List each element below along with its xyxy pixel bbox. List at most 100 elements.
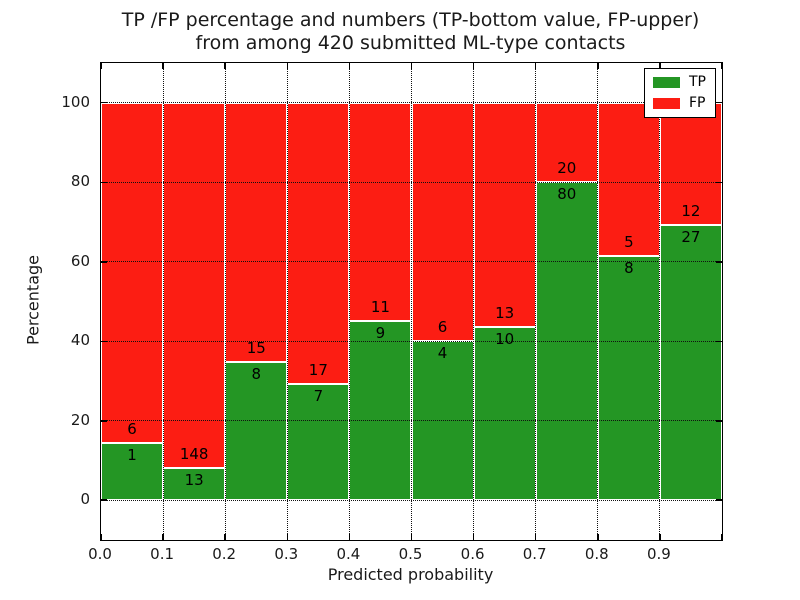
x-tick-mark	[534, 534, 537, 540]
x-tick-label: 0.2	[212, 545, 237, 563]
bar-tp-segment	[287, 384, 350, 501]
y-tick-mark	[101, 420, 107, 422]
y-tick-mark	[101, 101, 107, 104]
bar-tp-segment	[597, 255, 660, 501]
tp-count-label: 1	[127, 446, 137, 465]
bar-fp-segment	[473, 102, 536, 328]
chart-title-line1: TP /FP percentage and numbers (TP-bottom…	[121, 9, 700, 31]
bar-tp-segment	[163, 468, 226, 501]
x-tick-mark	[100, 63, 102, 69]
x-tick-mark	[659, 63, 661, 69]
x-tick-mark	[224, 63, 226, 69]
fp-count-label: 6	[127, 420, 137, 439]
fp-count-label: 20	[557, 159, 577, 178]
x-tick-mark	[597, 534, 599, 540]
y-tick-mark	[716, 420, 722, 422]
gridline-vertical	[411, 63, 412, 540]
y-tick-mark	[101, 499, 107, 501]
x-tick-mark	[410, 534, 413, 540]
x-tick-mark	[162, 534, 164, 540]
bar-tp-segment	[101, 443, 164, 501]
y-tick-mark	[716, 340, 722, 342]
x-tick-mark	[162, 63, 164, 69]
fp-count-label: 148	[179, 445, 209, 464]
fp-count-label: 15	[246, 338, 266, 357]
y-tick-label: 0	[80, 490, 90, 509]
x-tick-mark	[659, 534, 661, 540]
y-tick-mark	[101, 181, 107, 183]
tp-count-label: 8	[251, 364, 261, 383]
gridline-vertical	[162, 63, 164, 540]
tp-count-label: 13	[184, 471, 204, 490]
x-tick-label: 0.3	[274, 545, 299, 563]
fp-count-label: 13	[495, 304, 515, 323]
gridline-vertical	[535, 63, 537, 540]
gridline-vertical	[473, 63, 475, 540]
x-tick-label: 0.5	[398, 545, 423, 563]
x-tick-mark	[472, 534, 475, 540]
tp-count-label: 8	[624, 258, 634, 277]
x-tick-mark	[224, 534, 226, 540]
bar-fp-segment	[349, 102, 412, 322]
x-tick-label: 0.4	[336, 545, 361, 563]
tp-count-label: 7	[313, 387, 324, 406]
y-tick-label: 20	[70, 410, 90, 429]
legend-swatch-fp-icon	[653, 98, 680, 109]
y-tick-mark	[716, 261, 722, 263]
fp-count-label: 11	[370, 298, 390, 317]
x-tick-mark	[348, 63, 351, 69]
gridline-vertical	[224, 63, 226, 540]
gridline-vertical	[659, 63, 661, 540]
x-tick-label: 0.9	[646, 545, 671, 563]
x-tick-mark	[286, 63, 289, 69]
legend-swatch-tp-icon	[653, 77, 680, 88]
y-tick-label: 100	[61, 92, 90, 111]
bar-fp-segment	[225, 102, 288, 362]
y-tick-mark	[101, 261, 107, 263]
y-tick-mark	[716, 101, 722, 104]
x-tick-mark	[721, 63, 723, 69]
gridline-vertical	[348, 63, 350, 540]
bar-fp-segment	[411, 102, 474, 342]
tp-count-label: 80	[557, 185, 577, 204]
y-tick-label: 60	[70, 251, 90, 270]
bar-fp-segment	[163, 102, 226, 469]
x-tick-label: 0.0	[88, 545, 112, 563]
y-tick-label: 40	[70, 331, 90, 350]
chart-title: TP /FP percentage and numbers (TP-bottom…	[100, 9, 721, 55]
gridline-vertical	[597, 63, 599, 540]
fp-count-label: 5	[624, 232, 634, 251]
tp-count-label: 10	[495, 330, 515, 349]
x-tick-mark	[286, 534, 289, 540]
bar-tp-segment	[659, 225, 722, 501]
x-tick-mark	[410, 63, 413, 69]
x-tick-label: 0.7	[522, 545, 547, 563]
x-tick-label: 0.1	[150, 545, 175, 563]
bar-tp-segment	[473, 327, 536, 501]
x-tick-mark	[348, 534, 351, 540]
bar-fp-segment	[101, 102, 164, 444]
x-tick-label: 0.8	[584, 545, 609, 563]
chart-title-line2: from among 420 submitted ML-type contact…	[195, 32, 626, 54]
legend-entry: TP	[653, 75, 706, 90]
legend-label: FP	[689, 95, 706, 111]
tp-count-label: 4	[437, 344, 448, 363]
bar-fp-segment	[535, 102, 598, 183]
legend-entry: FP	[653, 96, 706, 111]
x-tick-label: 0.6	[460, 545, 485, 563]
x-tick-mark	[597, 63, 599, 69]
bar-tp-segment	[349, 321, 412, 501]
y-tick-mark	[101, 340, 107, 342]
fp-count-label: 17	[308, 361, 328, 380]
legend: TP FP	[644, 68, 716, 118]
y-tick-mark	[716, 181, 722, 183]
gridline-vertical	[286, 63, 288, 540]
x-tick-mark	[534, 63, 537, 69]
tp-count-label: 9	[375, 324, 386, 343]
x-tick-mark	[100, 534, 102, 540]
x-axis-label: Predicted probability	[327, 565, 494, 584]
tp-count-label: 27	[681, 228, 701, 247]
x-tick-mark	[721, 534, 723, 540]
x-tick-mark	[472, 63, 475, 69]
bar-fp-segment	[287, 102, 350, 385]
